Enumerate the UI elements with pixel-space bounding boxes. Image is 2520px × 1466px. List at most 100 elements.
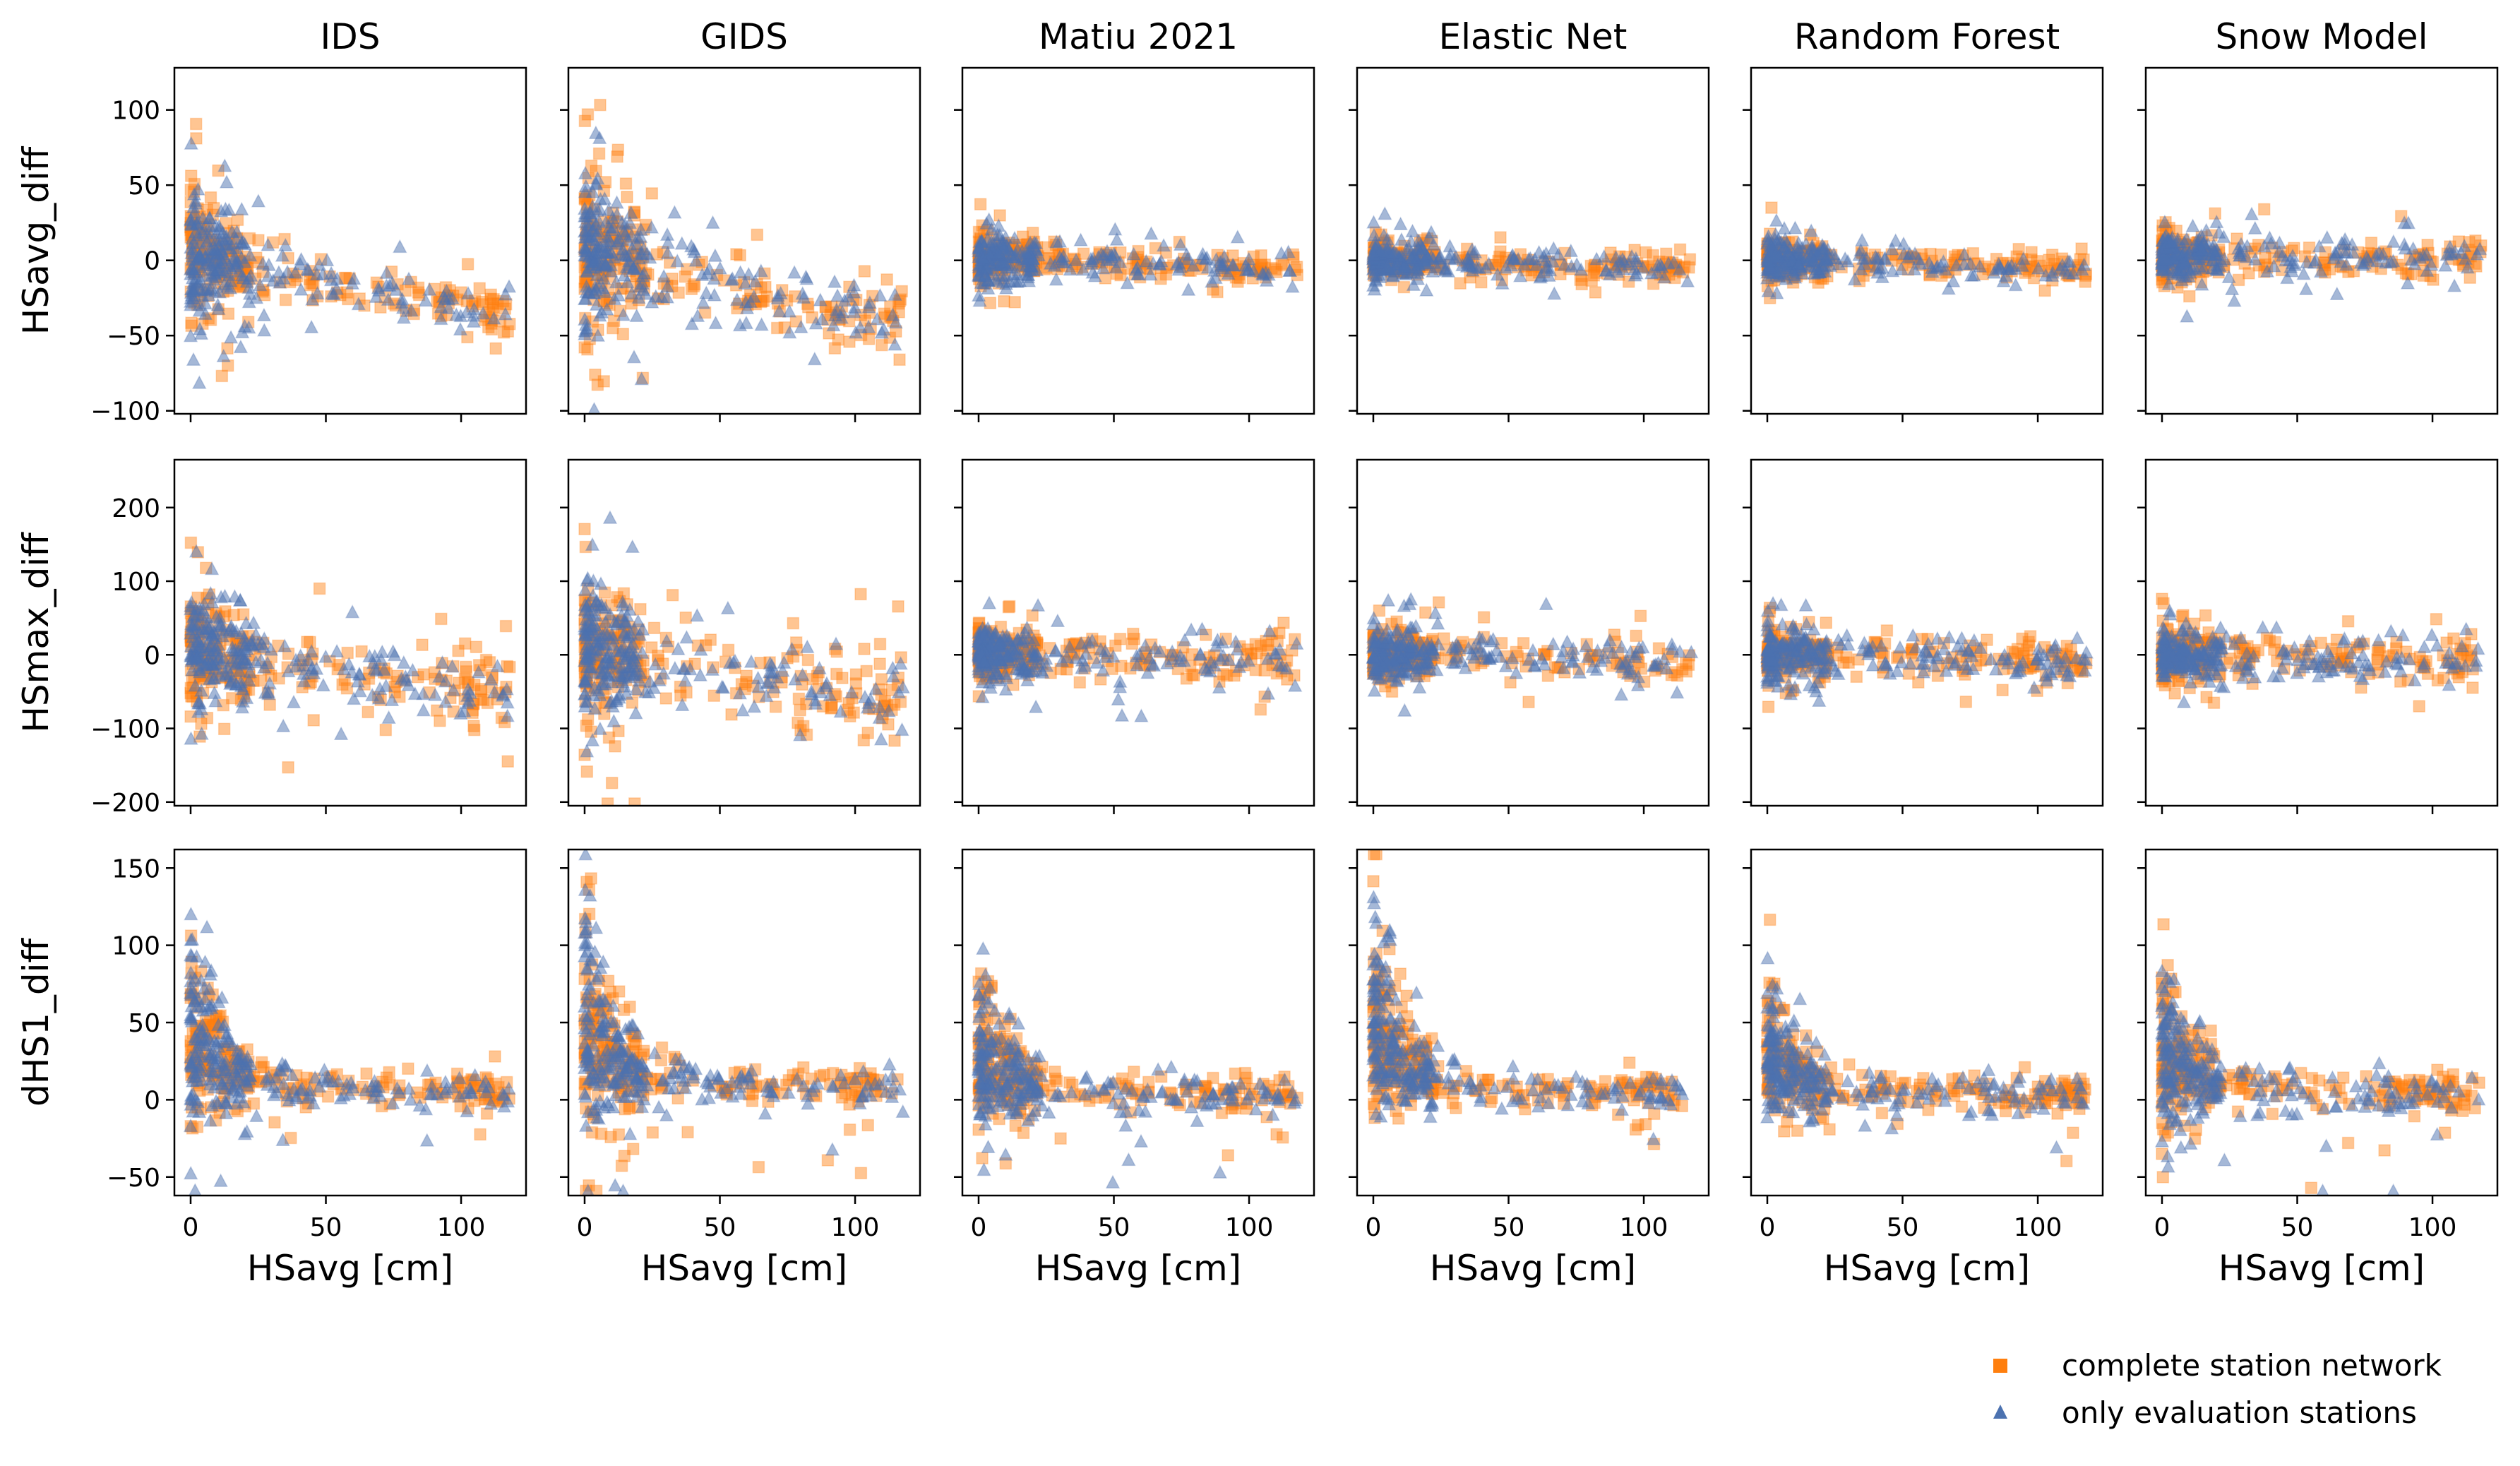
point-complete-network xyxy=(1254,703,1267,716)
point-evaluation-station xyxy=(202,671,217,686)
point-evaluation-station xyxy=(813,292,828,306)
point-evaluation-station xyxy=(467,301,482,316)
point-evaluation-station xyxy=(1028,699,1044,713)
point-evaluation-station xyxy=(812,660,827,674)
point-evaluation-station xyxy=(635,275,650,290)
point-evaluation-station xyxy=(2298,281,2314,295)
point-complete-network xyxy=(1073,676,1087,689)
point-evaluation-station xyxy=(641,684,657,698)
point-evaluation-station xyxy=(1093,641,1109,656)
point-evaluation-station xyxy=(2447,278,2462,292)
point-evaluation-station xyxy=(1004,638,1019,653)
point-complete-network xyxy=(687,280,700,293)
point-evaluation-station xyxy=(1234,654,1248,669)
point-complete-network xyxy=(307,714,320,727)
point-evaluation-station xyxy=(1507,251,1522,265)
point-complete-network xyxy=(797,720,810,733)
point-evaluation-station xyxy=(888,287,902,301)
point-complete-network xyxy=(1109,639,1122,652)
point-evaluation-station xyxy=(1289,636,1304,650)
point-evaluation-station xyxy=(432,669,447,683)
point-evaluation-station xyxy=(213,589,229,604)
point-evaluation-station xyxy=(2165,266,2180,280)
point-evaluation-station xyxy=(1809,261,1825,275)
point-evaluation-station xyxy=(1274,246,1289,260)
point-complete-network xyxy=(1003,600,1016,613)
point-evaluation-station xyxy=(1913,256,1928,270)
point-evaluation-station xyxy=(1769,213,1784,227)
point-complete-network xyxy=(1454,277,1467,290)
point-evaluation-station xyxy=(1366,227,1382,242)
point-evaluation-station xyxy=(580,571,595,585)
point-complete-network xyxy=(674,689,687,702)
point-evaluation-station xyxy=(416,686,431,701)
point-complete-network xyxy=(1188,669,1200,682)
point-complete-network xyxy=(474,682,488,696)
point-evaluation-station xyxy=(401,677,416,691)
point-complete-network xyxy=(854,588,867,601)
point-complete-network xyxy=(412,286,425,299)
point-evaluation-station xyxy=(813,684,828,698)
point-evaluation-station xyxy=(2407,256,2423,270)
point-evaluation-station xyxy=(607,713,621,728)
point-complete-network xyxy=(619,177,633,190)
point-evaluation-station xyxy=(1186,258,1201,272)
point-evaluation-station xyxy=(1050,613,1065,628)
point-evaluation-station xyxy=(1068,252,1084,267)
point-complete-network xyxy=(659,692,673,705)
point-evaluation-station xyxy=(2157,214,2173,229)
point-complete-network xyxy=(341,646,354,660)
point-complete-network xyxy=(2012,242,2025,256)
point-evaluation-station xyxy=(1028,648,1044,662)
point-complete-network xyxy=(1269,263,1282,276)
point-complete-network xyxy=(1673,243,1687,256)
point-complete-network xyxy=(998,294,1010,308)
point-evaluation-station xyxy=(310,285,325,300)
point-evaluation-station xyxy=(2194,242,2209,256)
point-evaluation-station xyxy=(195,288,210,302)
point-evaluation-station xyxy=(219,174,234,189)
point-evaluation-station xyxy=(1259,273,1274,287)
point-evaluation-station xyxy=(1517,257,1531,271)
point-evaluation-station xyxy=(592,631,607,645)
point-complete-network xyxy=(467,720,480,732)
point-evaluation-station xyxy=(435,655,450,669)
point-complete-network xyxy=(1493,250,1506,263)
point-evaluation-station xyxy=(715,680,731,694)
point-evaluation-station xyxy=(580,264,595,278)
point-evaluation-station xyxy=(998,276,1014,290)
point-complete-network xyxy=(460,665,473,678)
point-evaluation-station xyxy=(345,665,359,679)
point-evaluation-station xyxy=(196,596,212,610)
point-complete-network xyxy=(279,293,292,306)
point-complete-network xyxy=(825,701,838,714)
point-evaluation-station xyxy=(445,290,460,304)
point-evaluation-station xyxy=(213,203,229,217)
point-evaluation-station xyxy=(705,662,720,676)
point-evaluation-station xyxy=(578,693,593,708)
points-group xyxy=(971,595,1304,722)
point-evaluation-station xyxy=(1212,679,1227,694)
point-evaluation-station xyxy=(2267,258,2281,273)
point-evaluation-station xyxy=(1025,251,1041,266)
point-evaluation-station xyxy=(787,265,802,279)
panel-hsavg-diff-matiu-2021: Matiu 2021 xyxy=(954,16,1315,422)
point-evaluation-station xyxy=(695,295,711,309)
point-evaluation-station xyxy=(975,674,990,689)
point-evaluation-station xyxy=(746,698,762,713)
point-complete-network xyxy=(1277,616,1290,629)
point-evaluation-station xyxy=(2296,266,2311,280)
point-evaluation-station xyxy=(257,323,272,337)
point-evaluation-station xyxy=(633,222,648,237)
y-axis-label-hsavg-diff: HSavg_diff xyxy=(16,145,56,335)
point-evaluation-station xyxy=(1624,249,1640,263)
point-evaluation-station xyxy=(828,636,844,650)
points-group xyxy=(2154,203,2488,323)
point-complete-network xyxy=(984,297,997,309)
point-evaluation-station xyxy=(659,227,675,241)
point-complete-network xyxy=(1671,669,1684,682)
axes-frame xyxy=(1356,66,1710,415)
